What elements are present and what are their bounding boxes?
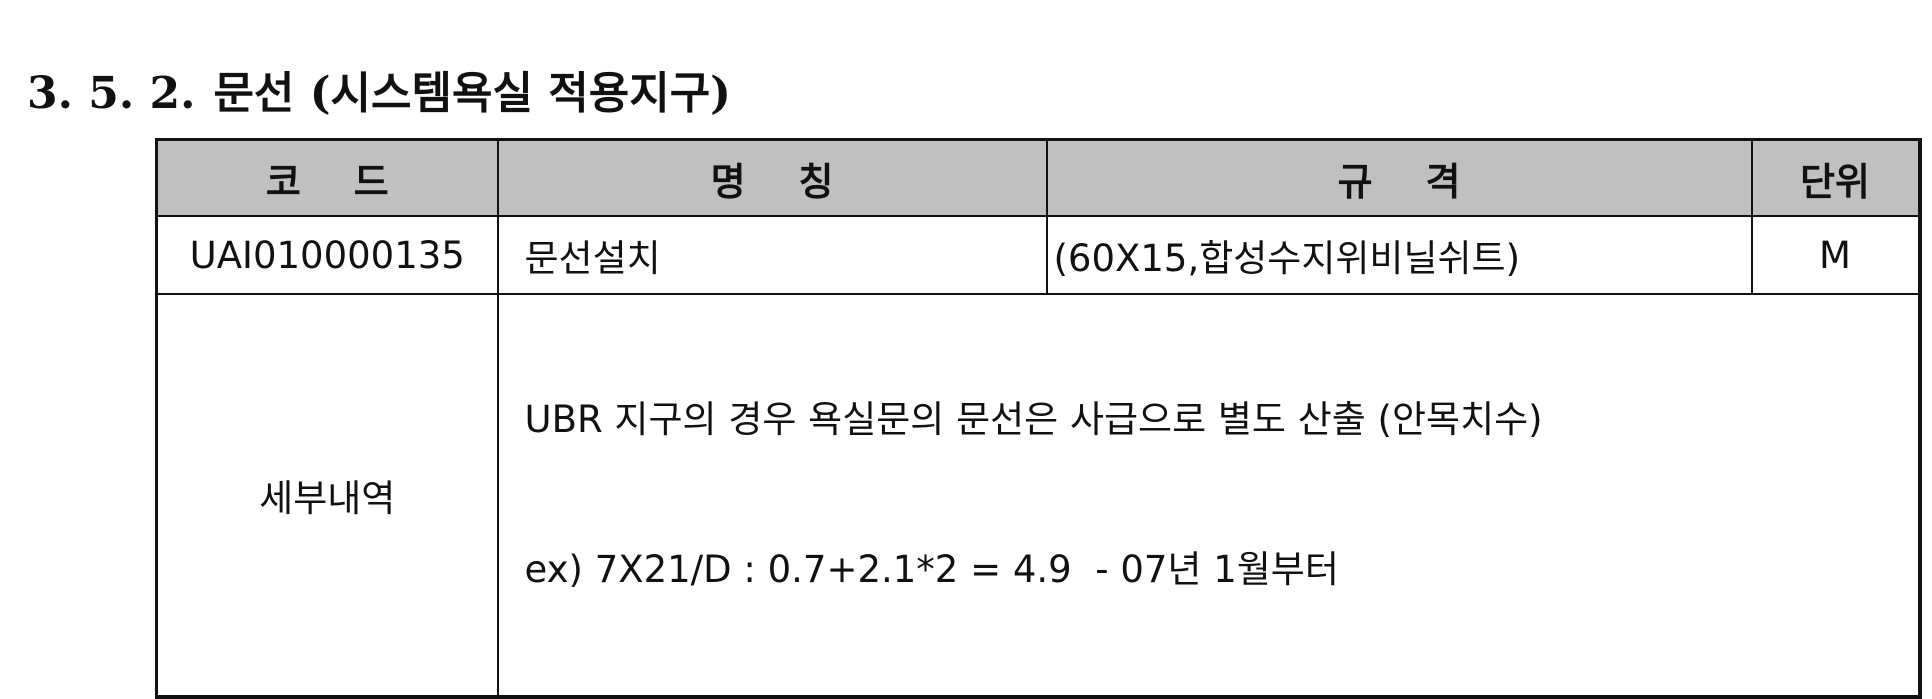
spec-table: 코 드 명 칭 규 격 단위 UAI010000135 문선설치 (60X15,…: [155, 138, 1922, 699]
header-row: 코 드 명 칭 규 격 단위: [155, 138, 1921, 217]
detail-content: UBR 지구의 경우 욕실문의 문선은 사급으로 별도 산출 (안목치수) ex…: [496, 293, 1921, 698]
table-row: UAI010000135 문선설치 (60X15,합성수지위비닐쉬트) M: [155, 215, 1921, 295]
detail-line-1: UBR 지구의 경우 욕실문의 문선은 사급으로 별도 산출 (안목치수): [524, 398, 1543, 441]
cell-spec: (60X15,합성수지위비닐쉬트): [1045, 215, 1753, 295]
cell-code: UAI010000135: [155, 215, 499, 295]
cell-unit: M: [1750, 215, 1921, 295]
section-heading: 문선 (시스템욕실 적용지구): [213, 68, 731, 119]
detail-row: 세부내역 UBR 지구의 경우 욕실문의 문선은 사급으로 별도 산출 (안목치…: [155, 293, 1921, 698]
detail-label: 세부내역: [155, 293, 499, 698]
detail-line-2: ex) 7X21/D : 0.7+2.1*2 = 4.9 - 07년 1월부터: [524, 548, 1339, 591]
section-title: 3. 5. 2. 문선 (시스템욕실 적용지구): [27, 64, 731, 124]
header-unit: 단위: [1750, 138, 1921, 217]
cell-name: 문선설치: [496, 215, 1048, 295]
header-code: 코 드: [155, 138, 499, 217]
header-spec: 규 격: [1045, 138, 1753, 217]
header-name: 명 칭: [496, 138, 1048, 217]
section-number: 3. 5. 2.: [27, 68, 196, 119]
